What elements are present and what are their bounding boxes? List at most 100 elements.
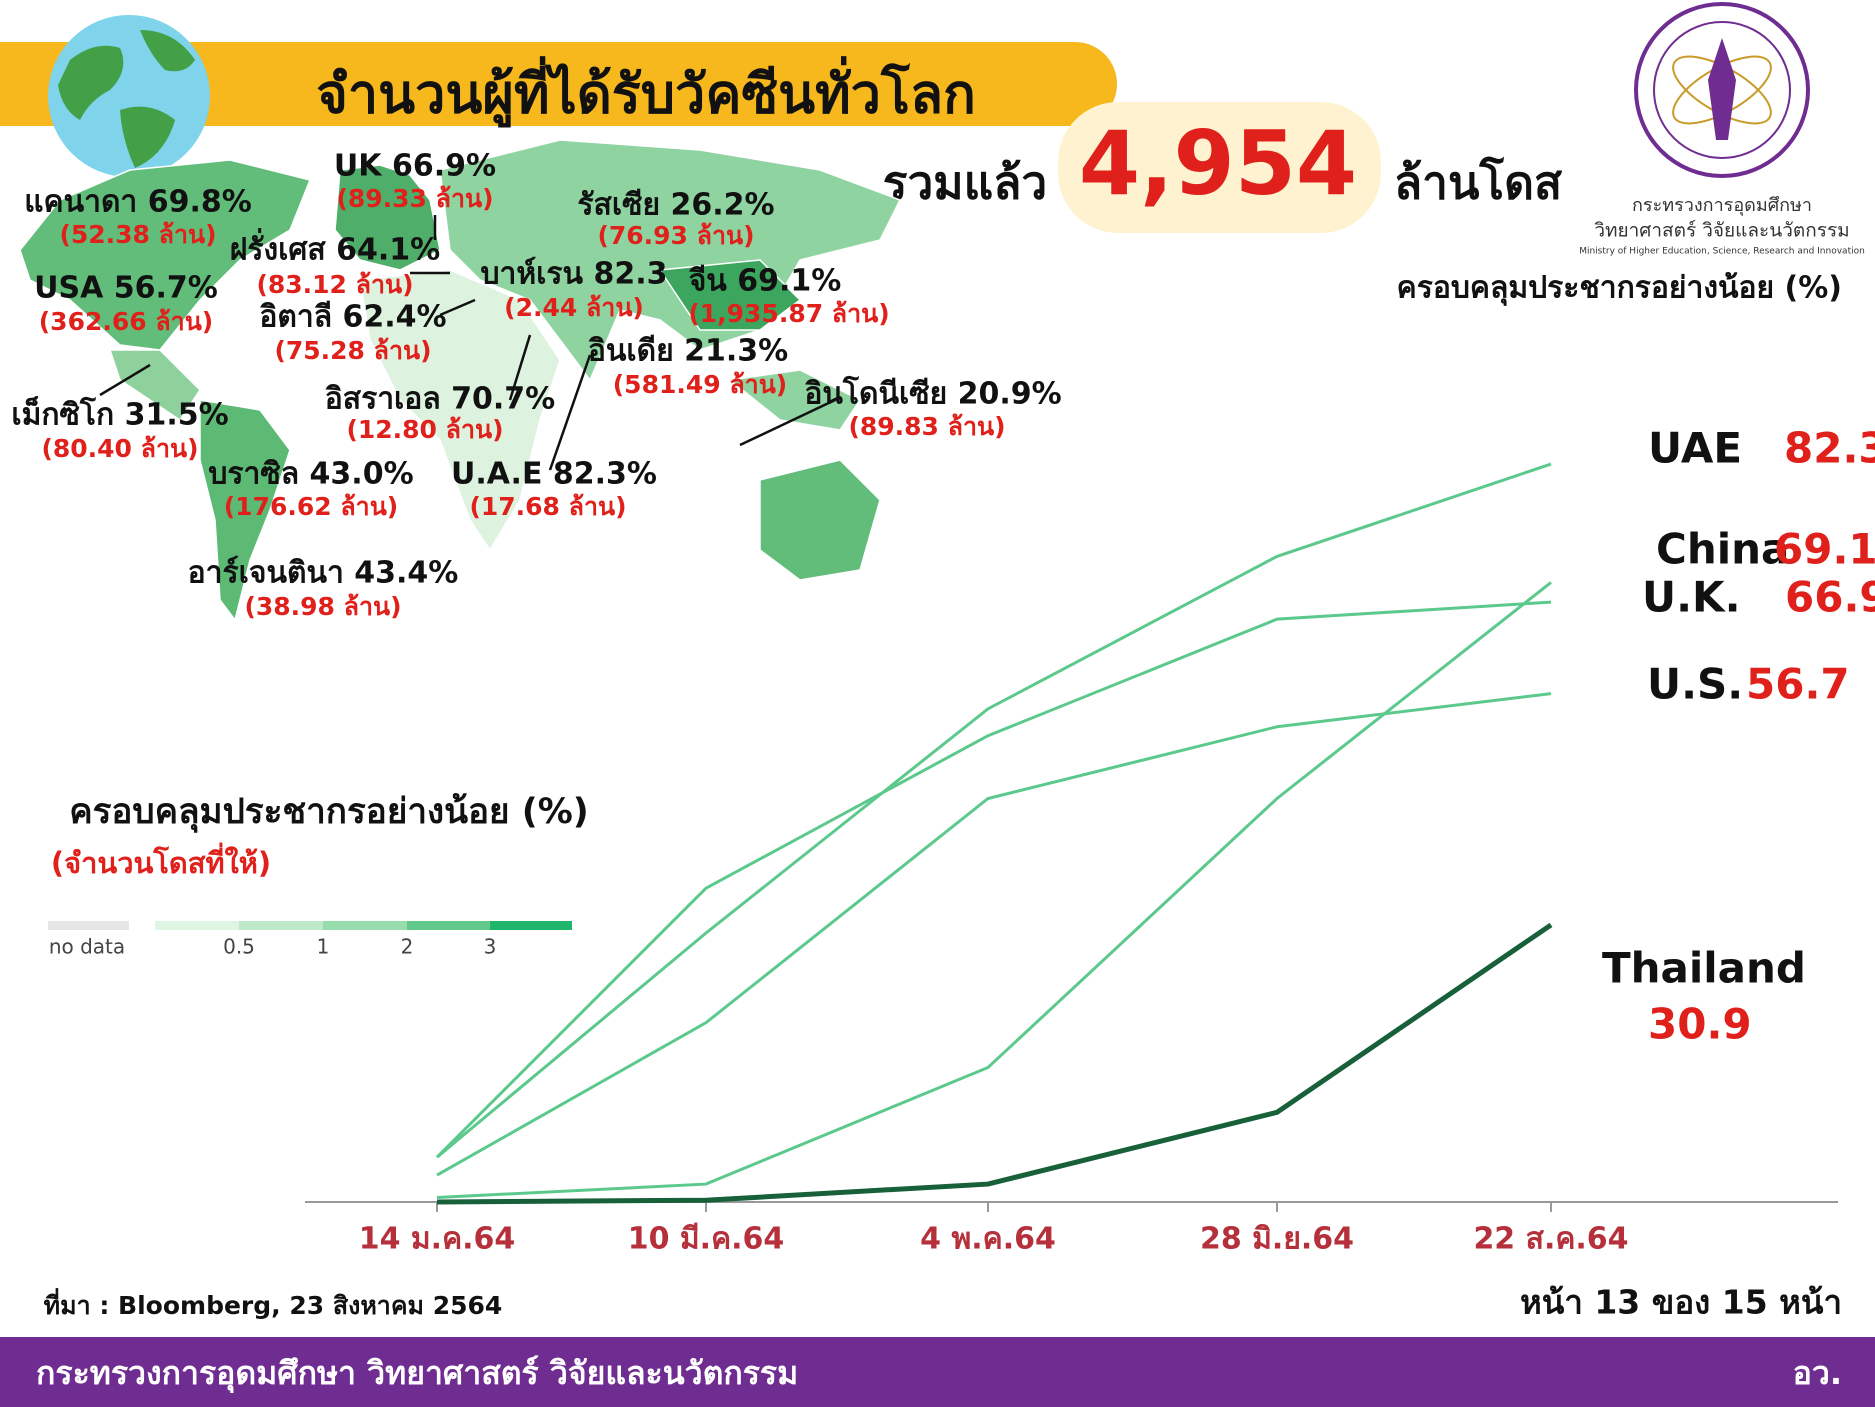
country-doses: (38.98 ล้าน) [244,592,401,621]
globe-land [58,45,124,120]
country-doses: (80.40 ล้าน) [41,434,198,463]
south-america [199,399,291,622]
country-label: ฝรั่งเศส 64.1% [230,228,440,268]
country-doses: (176.62 ล้าน) [224,492,398,521]
country-label: UK 66.9% [334,149,496,184]
asia [439,139,902,382]
country-doses: (75.28 ล้าน) [274,336,431,365]
china [658,259,802,331]
x-tick-label: 22 ส.ค.64 [1473,1222,1628,1257]
legend-swatch [323,921,407,930]
country-label: อินเดีย 21.3% [588,334,788,369]
arrow [548,354,592,471]
series-line [436,462,1552,1159]
logo-ring [1653,21,1791,159]
series-line [436,922,1553,1205]
map-labels: แคนาดา 69.8%(52.38 ล้าน) UK 66.9%(89.33 ล… [11,149,1061,622]
globe-land [120,106,175,168]
series-line [436,692,1552,1177]
legend-subtitle: (จำนวนโดสที่ให้) [51,842,271,880]
series-name: Thailand [1602,944,1806,993]
logo-orbit [1672,55,1772,125]
series-value: 30.9 [1648,1000,1752,1049]
globe-land [140,30,195,72]
legend-swatch [155,921,239,930]
footer-abbr: อว. [1793,1354,1842,1392]
country-doses: (2.44 ล้าน) [504,293,644,322]
series-value: 69.1 [1774,525,1875,574]
x-tick-label: 10 มี.ค.64 [628,1222,785,1257]
logo-text: วิทยาศาสตร์ วิจัยและนวัตกรรม [1594,220,1850,242]
source: ที่มา : Bloomberg, 23 สิงหาคม 2564 [44,1288,503,1320]
total-prefix: รวมแล้ว [883,156,1048,210]
legend-swatch [407,921,490,930]
country-doses: (89.33 ล้าน) [336,184,493,213]
series-value: 66.9 [1785,573,1875,622]
north-america [19,159,312,351]
country-label: รัสเซีย 26.2% [577,188,774,223]
legend-label: no data [49,935,125,959]
legend-swatch [48,921,129,930]
logo-emblem [1708,38,1736,140]
country-doses: (1,935.87 ล้าน) [688,299,889,328]
series-value: 56.7 [1746,660,1850,709]
country-label: แคนาดา 69.8% [24,185,252,220]
country-label: U.A.E 82.3% [451,457,657,492]
legend-label: 2 [401,935,414,959]
series-line [436,581,1552,1200]
country-doses: (12.80 ล้าน) [346,415,503,444]
australia [759,459,881,581]
country-label: บาห์เรน 82.3 [480,257,667,292]
title-bar [0,42,1117,126]
country-label: อาร์เจนตินา 43.4% [188,556,459,591]
country-doses: (581.49 ล้าน) [613,370,787,399]
country-label: USA 56.7% [34,271,218,306]
total-unit: ล้านโดส [1394,156,1563,210]
line-chart: 14 ม.ค.64 10 มี.ค.64 4 พ.ค.64 28 มิ.ย.64 22 … [305,424,1875,1257]
legend-label: 0.5 [223,935,255,959]
country-label: เม็กซิโก 31.5% [11,396,228,433]
series-line [435,600,1552,1159]
country-label: อิสราเอล 70.7% [325,382,555,417]
arrow [508,334,532,401]
legend-swatch [239,921,323,930]
total-pill [1058,102,1381,233]
series-value: 82.3 [1784,424,1875,473]
map-arrows [99,215,836,471]
legend-swatch [490,921,572,930]
country-label: บราซิล 43.0% [208,457,413,492]
x-tick-label: 4 พ.ค.64 [920,1222,1056,1257]
legend-label: 3 [484,935,497,959]
series-name: U.K. [1642,573,1741,622]
country-doses: (52.38 ล้าน) [59,220,216,249]
country-label: อิตาลี 62.4% [259,300,446,335]
x-tick-label: 14 ม.ค.64 [359,1222,516,1257]
page-number: หน้า 13 ของ 15 หน้า [1520,1283,1842,1322]
arrow [439,298,476,317]
footer-band [0,1337,1875,1407]
chart-title: ครอบคลุมประชากรอย่างน้อย (%) [1397,271,1842,307]
x-tick-label: 28 มิ.ย.64 [1200,1222,1354,1257]
country-doses: (83.12 ล้าน) [256,270,413,299]
logo-orbit [1672,55,1772,125]
logo-text: Ministry of Higher Education, Science, R… [1579,247,1865,257]
europe [334,164,441,271]
country-doses: (17.68 ล้าน) [469,492,626,521]
arrow [99,363,151,397]
series-name: UAE [1648,424,1742,473]
arrow [739,398,836,447]
footer-ministry: กระทรวงการอุดมศึกษา วิทยาศาสตร์ วิจัยและ… [36,1354,798,1394]
country-doses: (76.93 ล้าน) [597,221,754,250]
legend-title: ครอบคลุมประชากรอย่างน้อย (%) [69,792,589,833]
africa [359,269,561,552]
series-name: China [1656,525,1789,574]
world-map [19,139,902,622]
title: จำนวนผู้ที่ได้รับวัคซีนทั่วโลก [316,56,976,128]
country-label: จีน 69.1% [688,264,841,299]
legend-label: 1 [317,935,330,959]
total-value: 4,954 [1079,112,1357,215]
series-name: U.S. [1647,660,1743,709]
indonesia [728,369,862,431]
